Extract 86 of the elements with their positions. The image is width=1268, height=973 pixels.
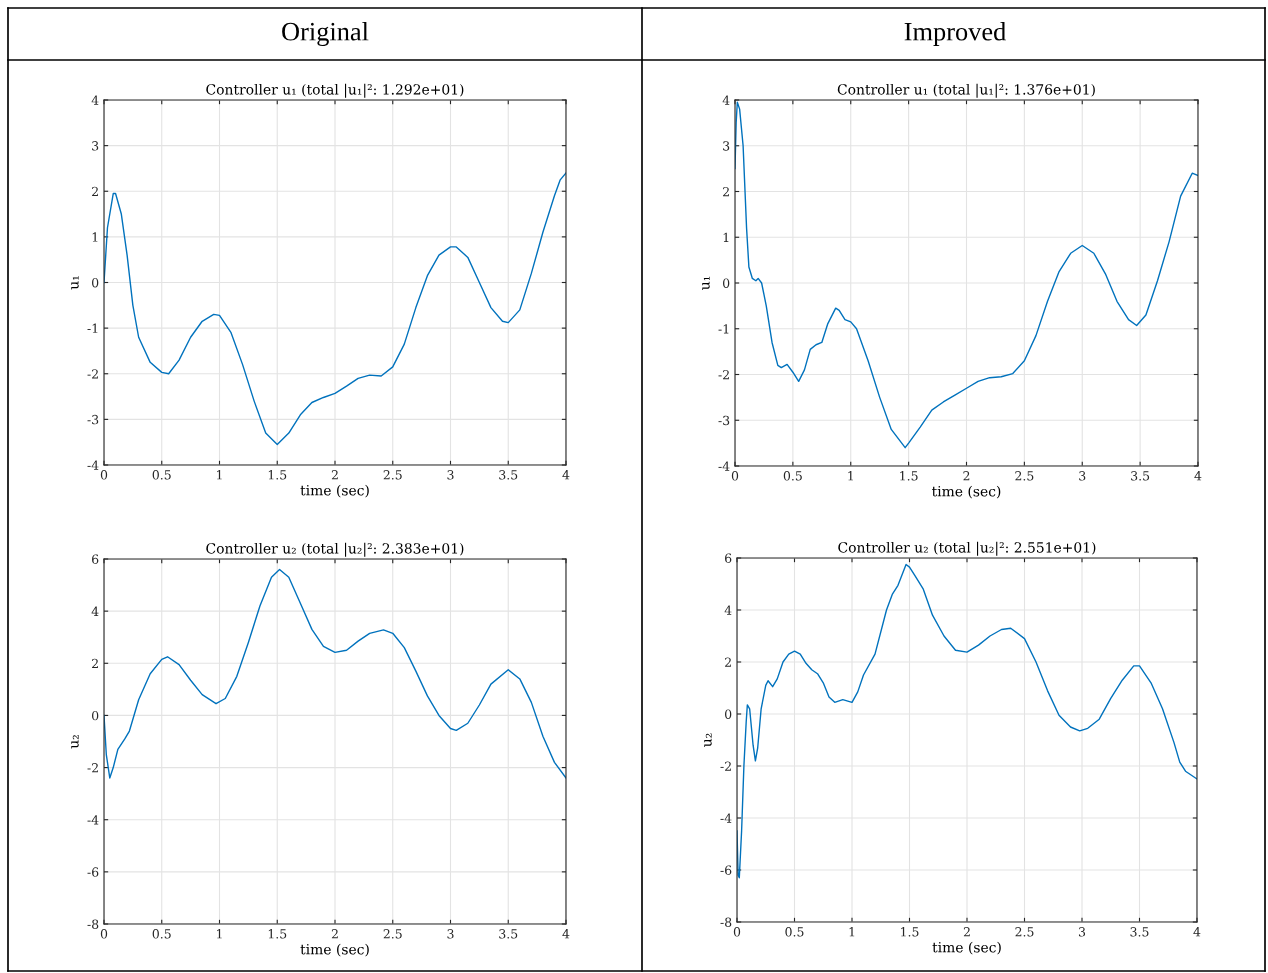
text: Original <box>282 22 369 46</box>
x-tick-label: 3.5 <box>1131 471 1150 481</box>
y-tick-label: -2 <box>718 369 729 380</box>
x-tick-label: 1 <box>849 927 855 937</box>
x-tick-label: 2.5 <box>1015 927 1034 937</box>
y-axis-title: u₁ <box>71 276 79 290</box>
y-tick-label: -4 <box>718 461 730 471</box>
x-tick-label: 0 <box>100 929 108 939</box>
y-tick-label: -3 <box>87 414 99 425</box>
x-tick-label: 1.5 <box>900 471 918 481</box>
y-tick-label: 0 <box>92 710 99 721</box>
y-tick-label: -1 <box>718 324 729 334</box>
x-tick-label: 4 <box>562 470 570 480</box>
x-tick-label: 3.5 <box>499 470 518 480</box>
x-axis-title: time (sec) <box>300 484 369 498</box>
y-tick-label: -6 <box>720 865 732 875</box>
x-tick-label: 1.5 <box>901 927 919 937</box>
line-series <box>104 172 566 446</box>
x-tick-label: 2 <box>331 929 338 939</box>
x-tick-label: 2 <box>963 471 970 481</box>
y-tick-label: 1 <box>723 232 729 242</box>
x-axis-title: time (sec) <box>300 943 369 957</box>
y-tick-label: -4 <box>720 813 732 823</box>
y-tick-label: 2 <box>725 657 731 667</box>
x-tick-label: 1.5 <box>268 929 287 939</box>
x-tick-label: 4 <box>1194 471 1202 481</box>
x-tick-label: 2 <box>331 470 338 480</box>
y-tick-label: 0 <box>725 709 732 719</box>
x-tick-label: 2.5 <box>383 929 402 939</box>
y-tick-label: 4 <box>91 606 99 616</box>
y-axis-title: u₁ <box>702 276 710 290</box>
text: Improved <box>904 22 1006 46</box>
y-tick-label: 0 <box>723 278 730 288</box>
x-tick-label: 0.5 <box>783 471 802 481</box>
x-tick-label: 3 <box>1079 471 1086 481</box>
y-tick-label: -1 <box>87 323 98 333</box>
x-tick-label: 0 <box>733 927 741 937</box>
chart-title: Controller u₁ (total |u₁|²: 1.376e+01) <box>837 83 1095 98</box>
y-tick-label: 1 <box>92 232 98 242</box>
x-tick-label: 0.5 <box>785 927 804 937</box>
y-tick-label: 6 <box>92 554 99 564</box>
x-tick-label: 1 <box>848 471 853 481</box>
y-tick-label: -6 <box>87 867 99 877</box>
x-tick-label: 0 <box>100 470 108 480</box>
y-tick-label: -3 <box>718 415 730 426</box>
x-tick-label: 1 <box>217 470 222 480</box>
x-axis-title: time (sec) <box>932 941 1001 955</box>
y-tick-label: -4 <box>87 815 99 825</box>
line-series <box>104 568 566 779</box>
y-axis-title: u₂ <box>704 733 712 747</box>
y-tick-label: -2 <box>720 761 731 771</box>
y-tick-label: 6 <box>725 553 732 563</box>
chart-title: Controller u₂ (total |u₂|²: 2.551e+01) <box>838 541 1096 556</box>
line-series <box>737 563 1197 879</box>
y-tick-label: -2 <box>87 369 98 379</box>
chart-title: Controller u₁ (total |u₁|²: 1.292e+01) <box>206 83 464 98</box>
x-tick-label: 1 <box>217 929 222 939</box>
x-tick-label: 2.5 <box>383 470 402 480</box>
x-tick-label: 4 <box>1193 927 1201 937</box>
x-tick-label: 3 <box>1078 927 1086 937</box>
x-tick-label: 2 <box>963 927 970 937</box>
x-tick-label: 4 <box>562 929 570 939</box>
y-tick-label: -2 <box>87 763 98 773</box>
y-tick-label: 4 <box>722 95 730 105</box>
x-tick-label: 3.5 <box>499 929 518 939</box>
x-tick-label: 1.5 <box>268 470 287 480</box>
y-tick-label: 2 <box>92 186 98 196</box>
y-tick-label: 3 <box>723 141 730 151</box>
y-tick-label: -4 <box>87 460 99 470</box>
y-tick-label: 0 <box>92 277 99 288</box>
chart-title: Controller u₂ (total |u₂|²: 2.383e+01) <box>206 542 464 557</box>
x-tick-label: 3.5 <box>1130 927 1149 937</box>
x-tick-label: 3 <box>447 929 454 939</box>
x-axis-title: time (sec) <box>932 485 1001 499</box>
y-tick-label: 2 <box>723 186 729 197</box>
x-tick-label: 0.5 <box>152 929 171 939</box>
x-tick-label: 3 <box>447 470 454 480</box>
y-axis-title: u₂ <box>71 735 79 749</box>
y-tick-label: 2 <box>92 658 98 669</box>
x-tick-label: 2.5 <box>1015 471 1034 481</box>
y-tick-label: 3 <box>92 141 99 151</box>
y-tick-label: 4 <box>724 605 732 615</box>
y-tick-label: -8 <box>87 919 99 929</box>
y-tick-label: 4 <box>91 95 99 105</box>
y-tick-label: -8 <box>720 917 732 927</box>
x-tick-label: 0.5 <box>152 470 171 480</box>
